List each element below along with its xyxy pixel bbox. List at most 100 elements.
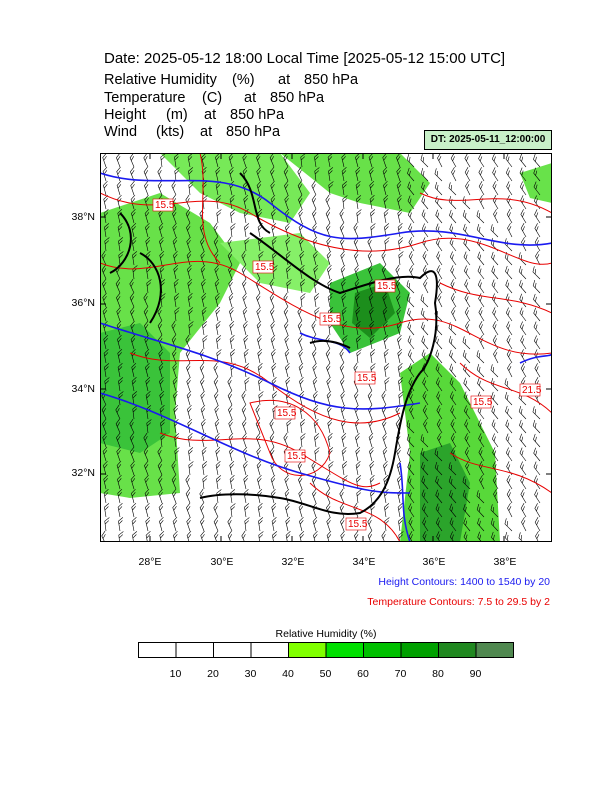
temp-label: 15.5 [348, 519, 368, 530]
wind-barb [215, 321, 221, 336]
wind-barb [131, 377, 137, 392]
wind-barb [132, 405, 138, 420]
wind-barb [202, 461, 208, 476]
wind-barb [116, 153, 121, 168]
wind-barb [285, 516, 291, 532]
wind-barb [159, 236, 164, 252]
wind-barb [116, 460, 122, 476]
wind-barb [408, 237, 415, 252]
wind-barb [213, 362, 219, 378]
wind-barb [185, 208, 191, 224]
wind-barb [187, 293, 193, 308]
wind-barb [284, 320, 289, 336]
wind-barb [490, 504, 499, 518]
wind-barb [269, 418, 275, 434]
wind-barb [368, 418, 373, 434]
wind-barb [449, 517, 457, 532]
wind-barb [131, 502, 137, 518]
wind-barb [422, 251, 429, 266]
temp-label: 15.5 [473, 397, 493, 408]
wind-barb [228, 278, 233, 294]
wind-barb [243, 194, 249, 210]
wind-barb [116, 292, 121, 308]
wind-barb [215, 461, 221, 476]
wind-barb [463, 405, 471, 420]
wind-barb [314, 153, 320, 168]
legend-tick-label: 90 [469, 668, 482, 680]
wind-barb [478, 461, 485, 476]
wind-barb [342, 461, 348, 476]
colorbar-swatch [475, 642, 514, 658]
wind-barb [505, 153, 513, 168]
wind-barb [159, 250, 165, 266]
wind-barb [174, 153, 180, 168]
wind-barb [422, 405, 429, 420]
wind-barb [171, 180, 177, 196]
wind-barb [463, 223, 471, 238]
wind-barb [243, 460, 248, 476]
wind-barb [436, 405, 443, 420]
wind-barb [286, 265, 292, 280]
wind-barb [449, 363, 457, 378]
wind-barb [355, 166, 361, 182]
wind-barb [507, 502, 513, 518]
wind-barb [356, 349, 362, 364]
wind-barb [463, 251, 471, 266]
lon-label-36: 36°E [422, 556, 446, 568]
wind-barb [328, 181, 334, 196]
legend-title: Relative Humidity (%) [275, 628, 377, 640]
wind-barb [435, 209, 443, 224]
wind-barb [339, 488, 345, 504]
variable-height: Height (m) at 850 hPa [104, 107, 285, 123]
wind-barb [256, 446, 261, 462]
wind-barb [313, 250, 318, 266]
wind-barb [370, 349, 376, 364]
wind-barb [478, 307, 485, 322]
wind-barb [492, 321, 499, 336]
wind-barb [159, 390, 165, 406]
wind-barb [117, 223, 123, 238]
wind-barb [229, 195, 235, 210]
wind-barb [256, 320, 262, 336]
wind-barb [504, 391, 513, 406]
wind-barb [464, 433, 471, 448]
wind-barb [187, 278, 193, 294]
wind-barb [286, 279, 292, 294]
temperature-labels: 15.5 15.5 15.5 15.5 15.5 15.5 15.5 15.5 … [152, 198, 542, 531]
wind-barb [534, 503, 541, 518]
colorbar-swatch [175, 642, 214, 658]
wind-barb [355, 461, 361, 476]
wind-barb [407, 181, 415, 196]
wind-barb [420, 434, 429, 448]
wind-barb [270, 446, 275, 462]
wind-barb [504, 251, 513, 266]
wind-barb [146, 419, 152, 434]
wind-barb [367, 236, 373, 252]
wind-barb [491, 293, 499, 308]
wind-barb [269, 278, 275, 294]
wind-barb [464, 293, 471, 308]
wind-barb [353, 222, 359, 238]
wind-barb [534, 349, 541, 364]
wind-barb [384, 377, 390, 392]
wind-barb [241, 250, 247, 266]
wind-barb [299, 250, 305, 266]
wind-barb [367, 516, 373, 532]
wind-barb [172, 502, 177, 518]
wind-barb [172, 348, 177, 364]
wind-barb [172, 208, 177, 224]
wind-barb [118, 251, 124, 266]
wind-barb [397, 363, 403, 378]
legend-tick-label: 10 [169, 668, 182, 680]
rh-ne-corner [520, 163, 552, 203]
wind-barb [199, 502, 205, 518]
wind-barb [463, 391, 471, 406]
wind-barb [227, 250, 233, 266]
wind-barb [396, 320, 402, 336]
wind-barb [520, 223, 527, 238]
wind-barb [535, 250, 541, 266]
wind-barb [520, 503, 527, 518]
wind-barb [448, 335, 457, 350]
wind-barb [450, 405, 457, 420]
wind-barb [464, 447, 471, 462]
